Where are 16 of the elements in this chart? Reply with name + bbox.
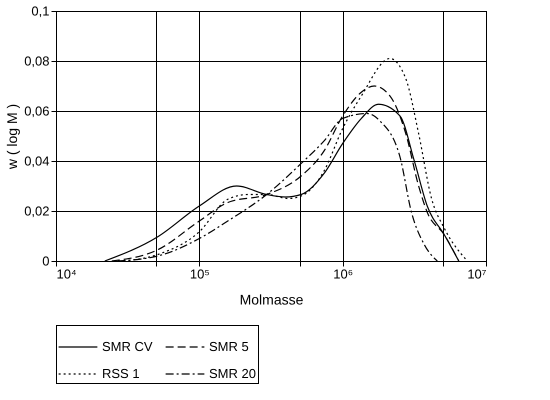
y-tick-label: 0 xyxy=(42,254,50,268)
x-tick-label: 10⁷ xyxy=(467,266,487,282)
y-tick-label: 0,08 xyxy=(24,54,50,68)
x-tick-label: 10⁶ xyxy=(333,266,354,282)
y-tick-label: 0,06 xyxy=(24,104,50,118)
x-axis-title: Molmasse xyxy=(240,292,304,308)
y-tick-label: 0,1 xyxy=(31,4,50,18)
legend-label: SMR CV xyxy=(102,339,153,354)
y-tick-label: 0,04 xyxy=(24,154,50,168)
x-tick-label: 10⁵ xyxy=(190,266,210,282)
y-tick-label: 0,02 xyxy=(24,204,50,218)
legend-label: RSS 1 xyxy=(102,366,140,381)
legend-label: SMR 20 xyxy=(209,366,256,381)
legend-label: SMR 5 xyxy=(209,339,249,354)
y-axis-title: w ( log M ) xyxy=(4,104,20,170)
x-tick-label: 10⁴ xyxy=(56,266,77,282)
